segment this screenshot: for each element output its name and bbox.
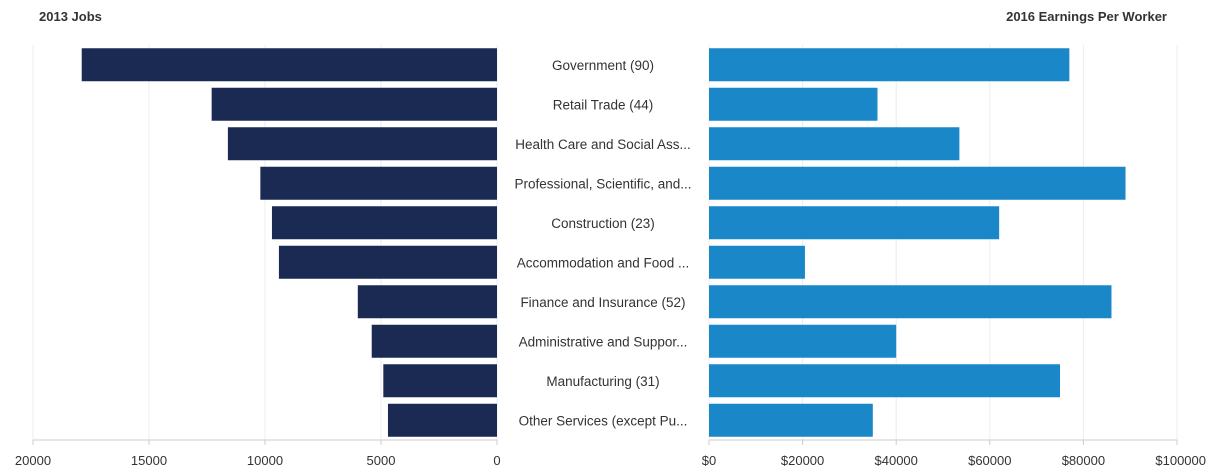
- right-bar: [709, 364, 1060, 398]
- left-bar: [260, 166, 497, 200]
- category-label: Professional, Scientific, and...: [514, 176, 691, 191]
- right-bar: [709, 127, 960, 161]
- right-tick-label: $40000: [875, 453, 918, 468]
- right-bar: [709, 48, 1070, 82]
- right-tick-label: $0: [702, 453, 716, 468]
- right-tick-label: $80000: [1062, 453, 1105, 468]
- right-chart-title: 2016 Earnings Per Worker: [1006, 9, 1167, 24]
- category-label: Accommodation and Food ...: [517, 255, 690, 270]
- left-bar: [211, 87, 497, 121]
- right-bar: [709, 87, 878, 121]
- left-tick-label: 10000: [247, 453, 283, 468]
- right-bar: [709, 285, 1112, 319]
- right-bar: [709, 324, 897, 358]
- left-tick-label: 0: [493, 453, 500, 468]
- left-bar: [227, 127, 497, 161]
- category-label: Other Services (except Pu...: [519, 413, 688, 428]
- left-bar: [357, 285, 497, 319]
- right-bar: [709, 166, 1126, 200]
- category-label: Health Care and Social Ass...: [515, 137, 691, 152]
- left-tick-label: 15000: [131, 453, 167, 468]
- category-label: Retail Trade (44): [553, 97, 654, 112]
- left-bar: [278, 245, 497, 279]
- category-label: Manufacturing (31): [546, 374, 659, 389]
- left-bar: [371, 324, 497, 358]
- category-label: Finance and Insurance (52): [520, 295, 685, 310]
- left-bar: [383, 364, 497, 398]
- right-tick-label: $60000: [968, 453, 1011, 468]
- right-tick-label: $20000: [781, 453, 824, 468]
- category-label: Construction (23): [551, 216, 655, 231]
- left-bar: [271, 206, 497, 240]
- category-label: Government (90): [552, 58, 654, 73]
- right-bar: [709, 206, 1000, 240]
- right-bar: [709, 245, 805, 279]
- left-bar: [81, 48, 497, 82]
- category-label: Administrative and Suppor...: [519, 334, 688, 349]
- right-tick-label: $100000: [1155, 453, 1206, 468]
- left-chart-title: 2013 Jobs: [39, 9, 102, 24]
- left-tick-label: 20000: [15, 453, 51, 468]
- right-bar: [709, 403, 873, 437]
- left-tick-label: 5000: [367, 453, 396, 468]
- left-bar: [387, 403, 497, 437]
